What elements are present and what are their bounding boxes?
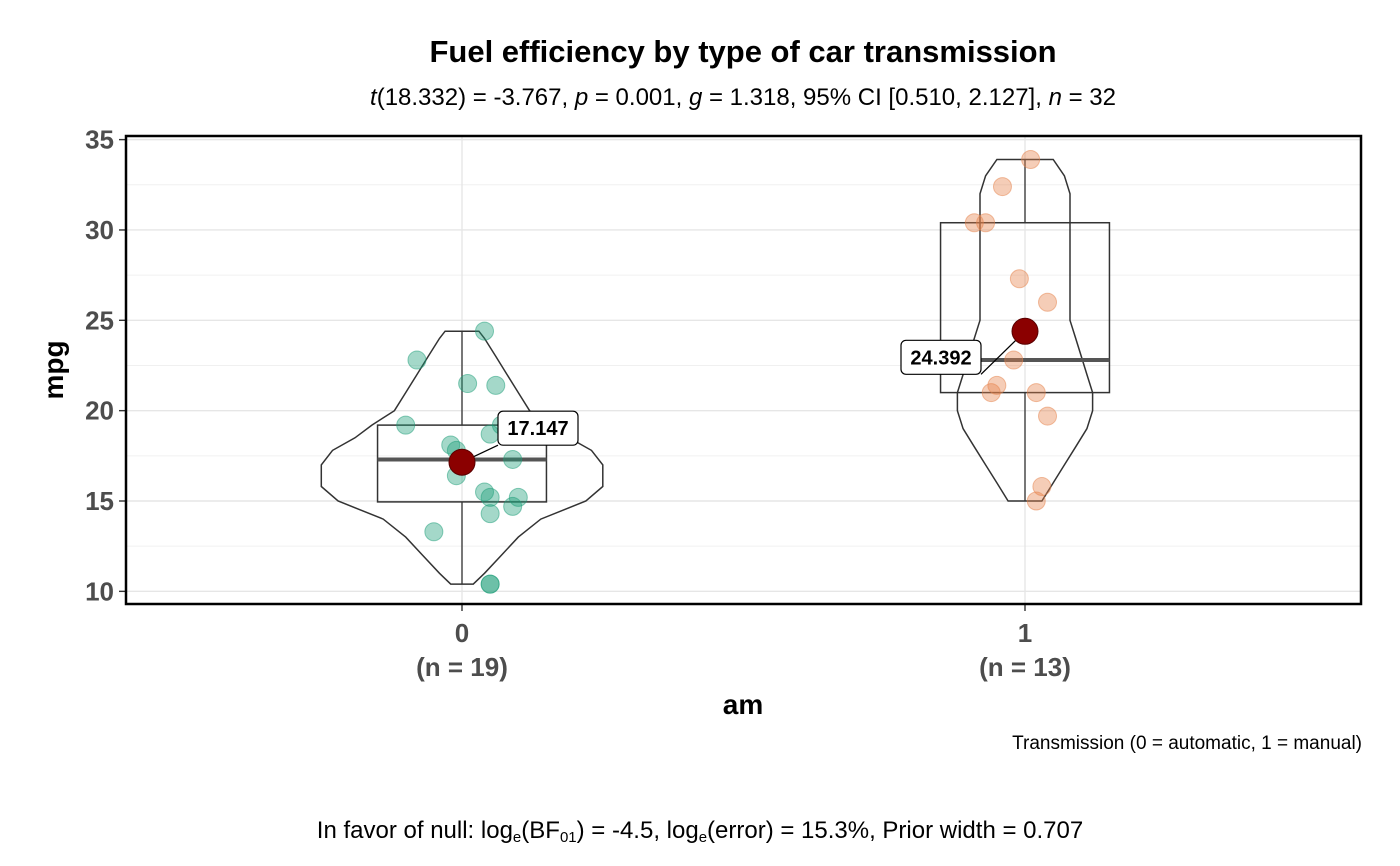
data-point: [976, 213, 996, 233]
data-point: [441, 435, 461, 455]
violin-outline: [320, 330, 604, 585]
y-tick-label: 30: [85, 215, 114, 245]
data-point: [503, 496, 523, 516]
x-tick-n-label: (n = 19): [416, 652, 508, 682]
data-point: [407, 350, 427, 370]
t-label: t: [370, 84, 377, 111]
y-tick-label: 25: [85, 305, 114, 335]
data-point: [1038, 292, 1058, 312]
data-point: [486, 375, 506, 395]
y-tick-label: 15: [85, 486, 114, 516]
mean-label: 24.392: [910, 347, 971, 369]
data-point: [1004, 350, 1024, 370]
data-point: [396, 415, 416, 435]
y-tick-label: 20: [85, 396, 114, 426]
bayes-footnote: In favor of null: loge(BF01) = -4.5, log…: [316, 817, 1084, 846]
y-tick-label: 10: [85, 576, 114, 606]
p-value: = 0.001,: [588, 84, 689, 111]
box-iqr: [939, 221, 1111, 394]
data-point: [508, 487, 528, 507]
chart-caption: Transmission (0 = automatic, 1 = manual): [1012, 733, 1362, 754]
mean-marker: [1011, 317, 1039, 345]
x-tick-label: 0: [455, 618, 469, 648]
violin-outline: [956, 158, 1094, 502]
data-point: [1009, 269, 1029, 289]
data-point: [1026, 383, 1046, 403]
data-point: [480, 574, 500, 594]
chart-subtitle: t(18.332) = -3.767, p = 0.001, g = 1.318…: [0, 84, 1400, 112]
n-label: n: [1048, 84, 1062, 111]
g-label: g: [688, 84, 703, 111]
data-point: [475, 482, 495, 502]
y-tick-label: 35: [85, 125, 114, 155]
data-point: [1026, 491, 1046, 511]
data-point: [1032, 477, 1052, 497]
data-point: [992, 177, 1012, 197]
data-point: [480, 504, 500, 524]
box-iqr: [376, 424, 548, 503]
data-point: [964, 213, 984, 233]
data-point: [987, 375, 1007, 395]
data-point: [458, 374, 478, 394]
data-point: [1038, 406, 1058, 426]
data-point: [424, 522, 444, 542]
data-point: [480, 487, 500, 507]
mean-marker: [448, 448, 476, 476]
x-tick-n-label: (n = 13): [979, 652, 1071, 682]
mean-label-box: [497, 410, 579, 446]
data-point: [1021, 149, 1041, 169]
chart-title: Fuel efficiency by type of car transmiss…: [429, 34, 1057, 69]
mean-label: 17.147: [507, 418, 568, 440]
x-tick-label: 1: [1018, 618, 1032, 648]
p-label: p: [574, 84, 589, 111]
plot-panel-border: [124, 134, 1363, 606]
n-value: = 32: [1061, 84, 1116, 111]
y-axis-title: mpg: [38, 340, 69, 399]
gridlines: [126, 136, 1361, 604]
t-value: (18.332) = -3.767,: [376, 84, 575, 111]
g-value: = 1.318, 95% CI [0.510, 2.127],: [702, 84, 1049, 111]
data-point: [503, 449, 523, 469]
mean-label-box: [900, 339, 982, 375]
group-0: 17.147: [320, 321, 604, 594]
x-axis-title: am: [723, 689, 763, 720]
group-1: 24.392: [900, 149, 1111, 511]
data-point: [475, 321, 495, 341]
